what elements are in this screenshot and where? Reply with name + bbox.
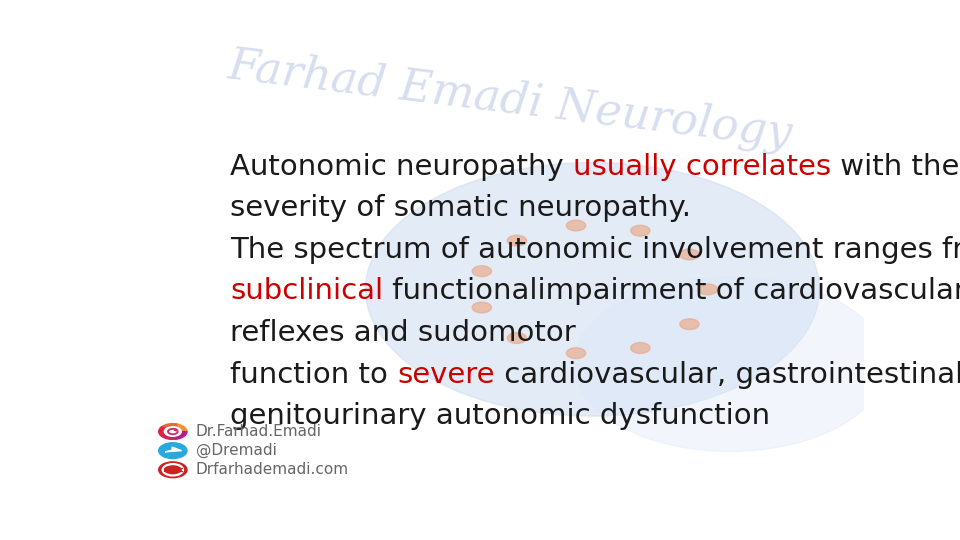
Text: usually correlates: usually correlates: [573, 153, 831, 181]
Text: severity of somatic neuropathy.: severity of somatic neuropathy.: [230, 194, 691, 222]
Wedge shape: [161, 431, 178, 440]
Wedge shape: [158, 427, 173, 436]
Circle shape: [366, 163, 820, 416]
Text: genitourinary autonomic dysfunction: genitourinary autonomic dysfunction: [230, 402, 770, 430]
Text: with the: with the: [831, 153, 960, 181]
Wedge shape: [161, 424, 178, 431]
Circle shape: [158, 443, 187, 458]
Wedge shape: [173, 431, 187, 439]
Polygon shape: [165, 447, 181, 452]
Circle shape: [472, 302, 492, 313]
Circle shape: [566, 220, 586, 231]
Circle shape: [175, 429, 177, 431]
Circle shape: [698, 284, 717, 295]
Text: www: www: [164, 467, 181, 472]
Text: @Dremadi: @Dremadi: [196, 443, 276, 458]
Circle shape: [631, 225, 650, 236]
Circle shape: [507, 333, 527, 343]
Text: cardiovascular, gastrointestinal, or: cardiovascular, gastrointestinal, or: [494, 361, 960, 389]
Text: function to: function to: [230, 361, 397, 389]
Text: severe: severe: [397, 361, 494, 389]
Circle shape: [680, 249, 699, 260]
Circle shape: [574, 277, 886, 451]
Text: Drfarhademadi.com: Drfarhademadi.com: [196, 462, 349, 477]
Text: Autonomic neuropathy: Autonomic neuropathy: [230, 153, 573, 181]
Text: Farhad Emadi Neurology: Farhad Emadi Neurology: [226, 44, 795, 157]
Circle shape: [507, 235, 527, 246]
Text: Dr.Farhad.Emadi: Dr.Farhad.Emadi: [196, 424, 322, 439]
Circle shape: [164, 427, 181, 436]
Circle shape: [680, 319, 699, 329]
Text: reflexes and sudomotor: reflexes and sudomotor: [230, 319, 576, 347]
Wedge shape: [173, 424, 187, 431]
Circle shape: [566, 348, 586, 359]
Circle shape: [631, 342, 650, 353]
Text: functionalimpairment of cardiovascular: functionalimpairment of cardiovascular: [383, 278, 960, 306]
Circle shape: [158, 462, 187, 478]
Circle shape: [472, 266, 492, 276]
Text: subclinical: subclinical: [230, 278, 383, 306]
Text: The spectrum of autonomic involvement ranges from: The spectrum of autonomic involvement ra…: [230, 236, 960, 264]
